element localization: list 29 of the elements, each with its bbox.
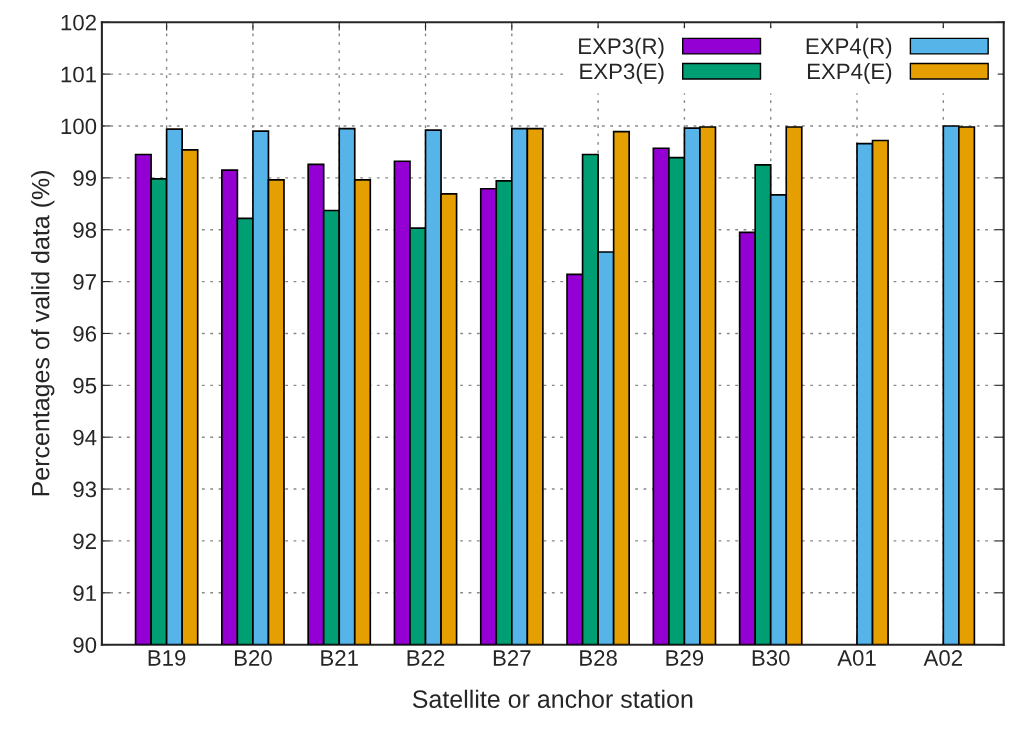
x-tick-label: B19	[148, 650, 186, 666]
legend-label: EXP4(E)	[807, 62, 892, 84]
y-tick-label: 102	[61, 14, 96, 31]
y-tick-label: 95	[73, 377, 97, 394]
y-tick-label: 101	[61, 66, 96, 83]
x-tick-label: B30	[752, 650, 790, 666]
y-tick-label: 100	[61, 118, 97, 135]
x-tick-label: B29	[666, 650, 704, 666]
y-tick-label: 93	[73, 481, 97, 498]
x-axis-title: Satellite or anchor station	[412, 689, 693, 709]
legend-label: EXP3(R)	[579, 37, 664, 59]
legend-label: EXP4(R)	[806, 37, 892, 59]
y-tick-label: 94	[73, 429, 97, 446]
y-tick-label: 96	[73, 325, 97, 342]
y-tick-label: 97	[73, 274, 96, 290]
x-tick-label: B21	[321, 650, 358, 666]
y-tick-label: 98	[73, 222, 97, 238]
y-tick-label: 90	[73, 637, 97, 653]
x-tick-label: B27	[493, 650, 531, 666]
x-tick-label: A02	[923, 650, 962, 666]
x-tick-label: B20	[234, 650, 272, 666]
x-tick-label: B28	[580, 650, 617, 666]
legend-label: EXP3(E)	[580, 62, 664, 84]
x-tick-label: A01	[837, 650, 876, 666]
x-tick-label: B22	[407, 650, 445, 666]
y-tick-label: 92	[73, 533, 96, 550]
y-axis-title: Percentages of valid data (%)	[31, 171, 55, 496]
y-tick-label: 91	[73, 585, 96, 602]
y-tick-label: 99	[73, 170, 96, 187]
